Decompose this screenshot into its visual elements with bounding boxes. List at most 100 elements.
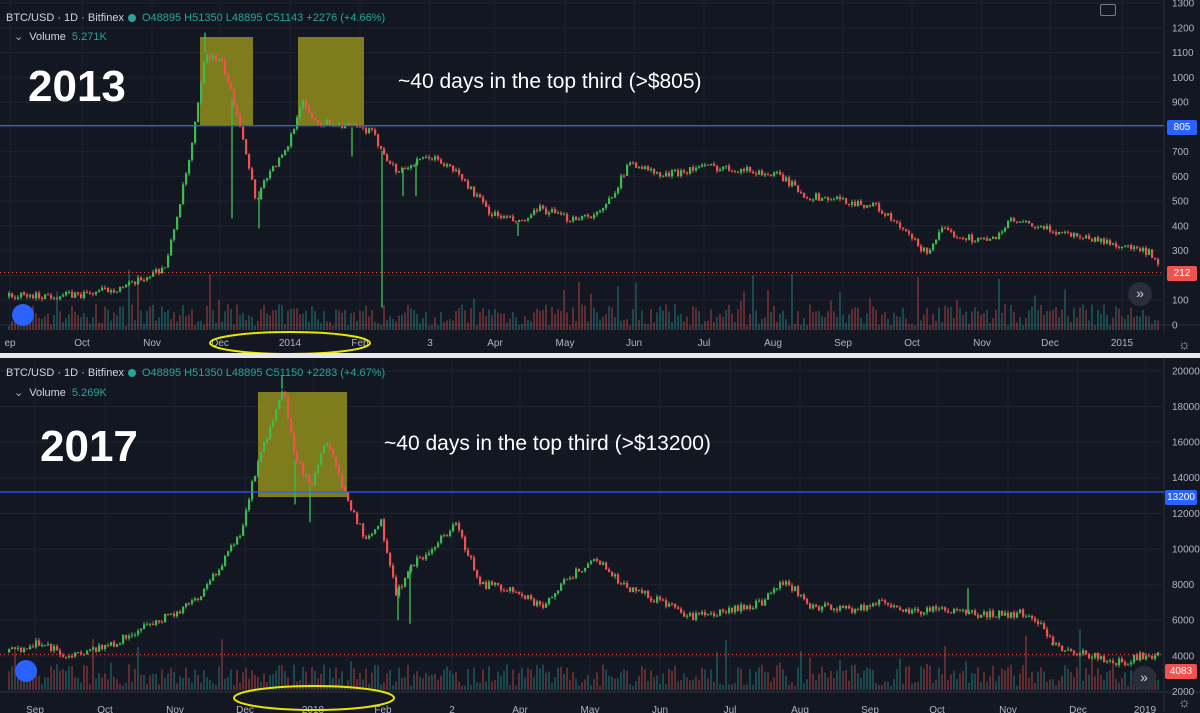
volume-bar — [158, 317, 160, 330]
candle-body — [767, 593, 770, 600]
candle-body — [956, 608, 959, 610]
maximize-panel-button[interactable] — [1100, 4, 1116, 16]
tradingview-logo-icon[interactable] — [15, 660, 37, 682]
chevron-down-icon[interactable]: ⌄ — [14, 31, 24, 43]
volume-bar — [56, 291, 58, 330]
volume-bar — [173, 312, 175, 330]
scroll-to-realtime-button[interactable]: » — [1132, 666, 1156, 690]
panel-1-volume-legend[interactable]: ⌄ Volume 5.271K — [14, 30, 107, 43]
candle-body — [131, 634, 134, 636]
candle-body — [887, 602, 890, 605]
candle-body — [863, 204, 866, 208]
volume-bar — [32, 672, 34, 690]
candle-body — [1148, 249, 1151, 255]
candle-body — [689, 167, 692, 174]
candle-body — [890, 604, 893, 608]
candle-body — [854, 609, 857, 613]
volume-bar — [704, 669, 706, 690]
candle-body — [1109, 660, 1112, 662]
candle-body — [932, 243, 935, 250]
candle-body — [1130, 662, 1133, 665]
volume-bar — [518, 324, 520, 330]
candle-body — [416, 158, 419, 165]
volume-bar — [725, 640, 727, 690]
y-tick-label: 900 — [1172, 98, 1189, 109]
volume-bar — [620, 320, 622, 330]
candle-body — [902, 227, 905, 230]
candle-body — [866, 605, 869, 611]
volume-bar — [1052, 679, 1054, 690]
candle-body — [257, 197, 260, 200]
annotation-text: ~40 days in the top third (>$805) — [398, 70, 702, 93]
panel-separator[interactable] — [0, 353, 1200, 358]
gear-icon[interactable]: ☼ — [1178, 336, 1191, 352]
volume-bar — [503, 670, 505, 690]
tradingview-logo-icon[interactable] — [12, 304, 34, 326]
candle-body — [449, 164, 452, 166]
volume-bar — [527, 668, 529, 690]
volume-bar — [320, 323, 322, 330]
candle-body — [938, 231, 941, 240]
candle-body — [944, 227, 947, 229]
volume-bar — [455, 311, 457, 330]
volume-bar — [152, 305, 154, 330]
gear-icon[interactable]: ☼ — [1178, 694, 1191, 710]
volume-bar — [359, 672, 361, 690]
volume-bar — [668, 669, 670, 690]
volume-bar — [617, 678, 619, 690]
candle-body — [617, 574, 620, 584]
volume-bar — [887, 681, 889, 690]
volume-bar — [461, 685, 463, 690]
candle-body — [581, 215, 584, 220]
volume-bar — [1040, 667, 1042, 690]
candle-body — [41, 645, 44, 647]
candle-body — [635, 587, 638, 592]
volume-bar — [515, 685, 517, 690]
volume-bar — [545, 672, 547, 690]
volume-bar — [467, 322, 469, 330]
candle-body — [200, 83, 203, 103]
volume-bar — [80, 682, 82, 690]
volume-bar — [677, 681, 679, 690]
chevron-down-icon[interactable]: ⌄ — [14, 387, 24, 399]
candle-body — [56, 298, 59, 300]
candle-body — [611, 197, 614, 199]
volume-bar — [1085, 309, 1087, 330]
candle-body — [941, 607, 944, 609]
volume-bar — [1121, 316, 1123, 330]
candle-body — [470, 186, 473, 189]
candle-body — [89, 649, 92, 651]
candle-body — [650, 597, 653, 601]
candle-body — [674, 604, 677, 608]
panel-2-volume-legend[interactable]: ⌄ Volume 5.269K — [14, 386, 107, 399]
volume-bar — [74, 312, 76, 330]
candle-body — [428, 552, 431, 555]
candle-body — [164, 613, 167, 623]
candle-body — [1127, 245, 1130, 247]
volume-bar — [977, 667, 979, 690]
x-tick-label: Apr — [487, 338, 503, 349]
candle-body — [371, 533, 374, 536]
scroll-to-realtime-button[interactable]: » — [1128, 282, 1152, 306]
volume-bar — [1082, 304, 1084, 330]
volume-bar — [734, 321, 736, 330]
volume-bar — [485, 315, 487, 330]
volume-bar — [779, 313, 781, 330]
candle-body — [143, 624, 146, 629]
candle-body — [218, 59, 221, 62]
volume-bar — [365, 305, 367, 330]
volume-bar — [1061, 309, 1063, 330]
candle-body — [437, 156, 440, 160]
volume-bar — [416, 671, 418, 690]
candle-body — [8, 293, 11, 297]
volume-bar — [20, 674, 22, 690]
volume-bar — [1064, 665, 1066, 690]
candle-body — [776, 171, 779, 173]
volume-bar — [149, 675, 151, 690]
volume-bar — [371, 672, 373, 690]
x-tick-label: May — [556, 338, 575, 349]
candle-body — [86, 291, 89, 293]
volume-bar — [965, 311, 967, 330]
candle-body — [320, 123, 323, 126]
y-tick-label: 16000 — [1172, 438, 1200, 449]
